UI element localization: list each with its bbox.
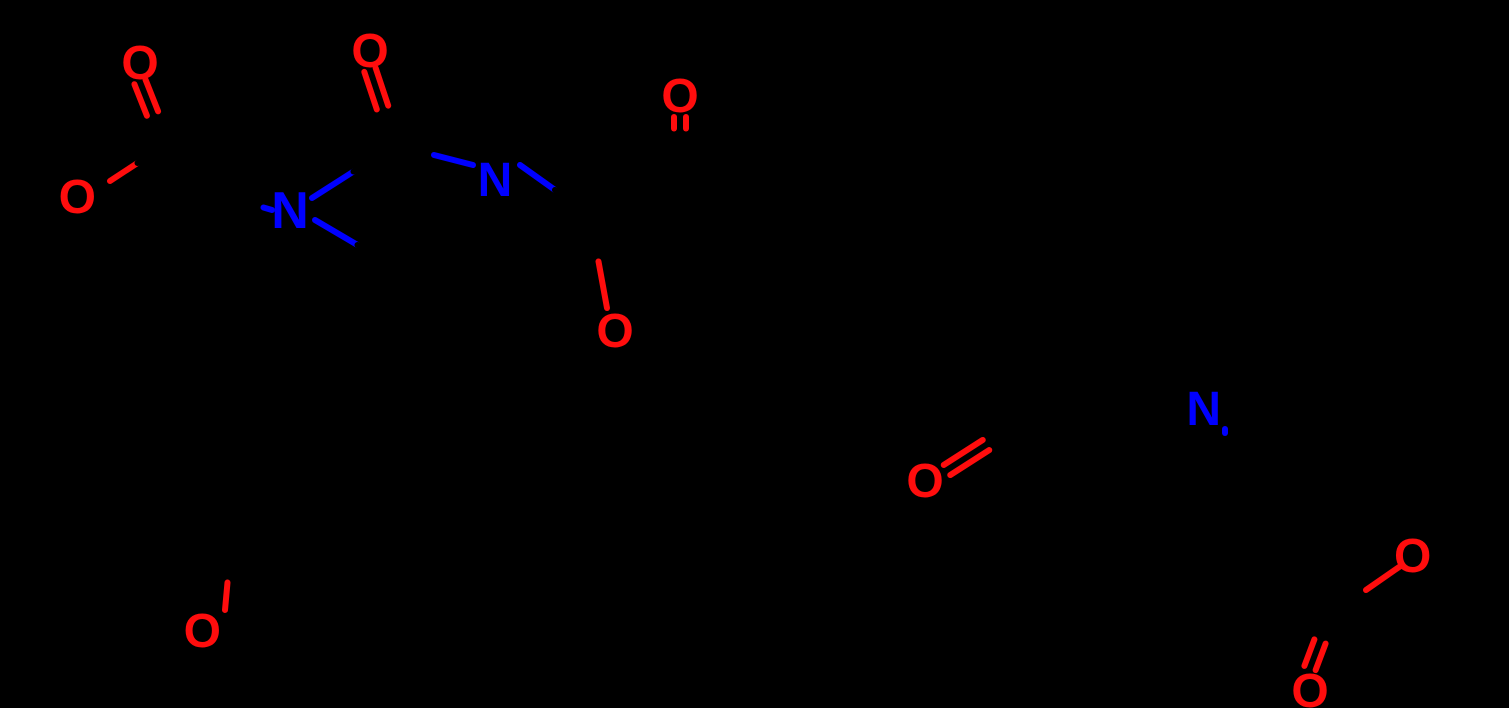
- bond: [345, 330, 373, 390]
- atom-N_amide-h: H: [478, 105, 513, 158]
- bond: [210, 175, 255, 205]
- bond: [555, 190, 590, 215]
- atom-O_amide: O: [351, 25, 388, 78]
- bond: [110, 163, 138, 181]
- atom-O_mid: O: [906, 455, 943, 508]
- bond: [225, 263, 240, 321]
- atom-O_dbl1: O: [121, 37, 158, 90]
- atom-OH_left: HO: [24, 171, 96, 224]
- bond: [735, 170, 790, 200]
- bond: [158, 111, 171, 143]
- bond: [680, 140, 735, 170]
- bond: [235, 440, 240, 498]
- atom-N_nh2: NH2: [1186, 383, 1273, 444]
- bond: [312, 172, 354, 199]
- atom-N_ring: N: [271, 182, 309, 240]
- bond: [1130, 170, 1180, 200]
- bond: [240, 415, 293, 440]
- bond: [388, 106, 401, 144]
- bond: [225, 583, 228, 611]
- bond: [240, 205, 255, 263]
- atom-OH_bot: HO: [149, 605, 221, 658]
- bond: [1078, 453, 1131, 486]
- bond: [230, 498, 235, 556]
- bond: [520, 165, 555, 190]
- atom-N_amide-n: N: [478, 154, 513, 207]
- bond: [590, 215, 599, 262]
- bond: [1130, 485, 1180, 520]
- bond: [835, 140, 880, 170]
- bond: [1025, 420, 1078, 453]
- bond: [373, 270, 401, 330]
- bond: [358, 245, 401, 270]
- bond: [1326, 617, 1336, 644]
- bond: [233, 380, 241, 440]
- bond: [880, 140, 933, 170]
- atom-OH_right: OH: [1394, 530, 1466, 583]
- bond: [790, 170, 835, 200]
- bond: [1180, 520, 1230, 555]
- atom-O_top: O: [661, 70, 698, 123]
- bond: [985, 170, 1033, 200]
- bond: [1314, 613, 1324, 640]
- bond: [590, 178, 635, 216]
- bond: [599, 262, 608, 309]
- bond: [1304, 639, 1314, 666]
- bond: [165, 145, 210, 175]
- bond: [1080, 140, 1130, 170]
- bond: [1033, 140, 1081, 170]
- atom-C_ester: O: [596, 305, 633, 358]
- molecule-diagram: HOONOHNOOHOONH2OOH: [0, 0, 1509, 708]
- bond: [1280, 585, 1330, 615]
- bond: [1230, 555, 1280, 585]
- bond: [225, 320, 233, 380]
- bond: [434, 155, 473, 165]
- bond: [293, 390, 346, 415]
- bond: [228, 555, 231, 583]
- bond: [147, 116, 160, 148]
- bond: [635, 140, 680, 178]
- bond: [1330, 590, 1366, 615]
- bond: [395, 145, 434, 155]
- bond: [933, 170, 986, 200]
- bond: [315, 220, 358, 245]
- atom-O_cooh2d: O: [1291, 665, 1328, 708]
- bond: [1130, 455, 1178, 485]
- bond: [377, 109, 390, 147]
